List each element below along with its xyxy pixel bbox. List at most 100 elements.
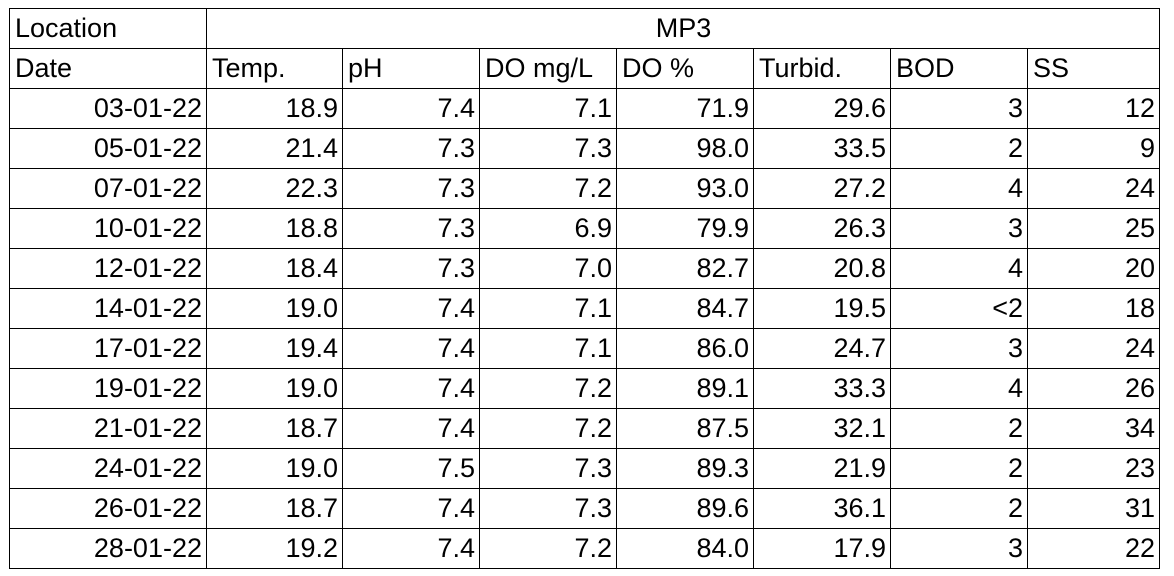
- table-row: 21-01-22 18.7 7.4 7.2 87.5 32.1 2 34: [9, 408, 1160, 449]
- table-row: 24-01-22 19.0 7.5 7.3 89.3 21.9 2 23: [9, 448, 1160, 489]
- ss-cell: 24: [1027, 328, 1160, 369]
- do-mgl-cell: 6.9: [479, 208, 617, 249]
- ph-cell: 7.4: [342, 368, 480, 409]
- do-mgl-cell: 7.2: [479, 408, 617, 449]
- do-mgl-cell: 7.2: [479, 368, 617, 409]
- header-do-percent: DO %: [616, 48, 754, 89]
- bod-cell: 3: [890, 208, 1028, 249]
- date-cell: 24-01-22: [9, 448, 207, 489]
- do-percent-cell: 79.9: [616, 208, 754, 249]
- date-cell: 28-01-22: [9, 528, 207, 569]
- date-cell: 12-01-22: [9, 248, 207, 289]
- do-percent-cell: 71.9: [616, 88, 754, 129]
- turbidity-cell: 33.5: [753, 128, 891, 169]
- ss-cell: 22: [1027, 528, 1160, 569]
- bod-cell: 2: [890, 408, 1028, 449]
- temp-cell: 18.8: [206, 208, 343, 249]
- turbidity-cell: 19.5: [753, 288, 891, 329]
- date-cell: 14-01-22: [9, 288, 207, 329]
- table-row: 17-01-22 19.4 7.4 7.1 86.0 24.7 3 24: [9, 328, 1160, 369]
- do-percent-cell: 86.0: [616, 328, 754, 369]
- bod-cell: <2: [890, 288, 1028, 329]
- ph-cell: 7.4: [342, 488, 480, 529]
- location-row: Location MP3: [9, 8, 1160, 49]
- turbidity-cell: 36.1: [753, 488, 891, 529]
- date-cell: 19-01-22: [9, 368, 207, 409]
- date-cell: 03-01-22: [9, 88, 207, 129]
- do-mgl-cell: 7.1: [479, 88, 617, 129]
- table-row: 19-01-22 19.0 7.4 7.2 89.1 33.3 4 26: [9, 368, 1160, 409]
- do-mgl-cell: 7.1: [479, 288, 617, 329]
- ss-cell: 31: [1027, 488, 1160, 529]
- do-mgl-cell: 7.2: [479, 168, 617, 209]
- do-percent-cell: 89.1: [616, 368, 754, 409]
- ph-cell: 7.4: [342, 408, 480, 449]
- turbidity-cell: 20.8: [753, 248, 891, 289]
- ss-cell: 34: [1027, 408, 1160, 449]
- table-row: 07-01-22 22.3 7.3 7.2 93.0 27.2 4 24: [9, 168, 1160, 209]
- ss-cell: 25: [1027, 208, 1160, 249]
- do-mgl-cell: 7.0: [479, 248, 617, 289]
- table-row: 26-01-22 18.7 7.4 7.3 89.6 36.1 2 31: [9, 488, 1160, 529]
- bod-cell: 4: [890, 248, 1028, 289]
- header-row: Date Temp. pH DO mg/L DO % Turbid. BOD S…: [9, 48, 1160, 89]
- header-do-mgl: DO mg/L: [479, 48, 617, 89]
- turbidity-cell: 32.1: [753, 408, 891, 449]
- turbidity-cell: 26.3: [753, 208, 891, 249]
- ss-cell: 9: [1027, 128, 1160, 169]
- do-percent-cell: 84.7: [616, 288, 754, 329]
- ss-cell: 23: [1027, 448, 1160, 489]
- temp-cell: 21.4: [206, 128, 343, 169]
- bod-cell: 4: [890, 368, 1028, 409]
- ph-cell: 7.5: [342, 448, 480, 489]
- ph-cell: 7.3: [342, 128, 480, 169]
- date-cell: 17-01-22: [9, 328, 207, 369]
- table-row: 10-01-22 18.8 7.3 6.9 79.9 26.3 3 25: [9, 208, 1160, 249]
- ss-cell: 20: [1027, 248, 1160, 289]
- do-mgl-cell: 7.3: [479, 488, 617, 529]
- date-cell: 26-01-22: [9, 488, 207, 529]
- table-row: 05-01-22 21.4 7.3 7.3 98.0 33.5 2 9: [9, 128, 1160, 169]
- header-bod: BOD: [890, 48, 1028, 89]
- do-percent-cell: 87.5: [616, 408, 754, 449]
- temp-cell: 22.3: [206, 168, 343, 209]
- do-mgl-cell: 7.2: [479, 528, 617, 569]
- table-row: 12-01-22 18.4 7.3 7.0 82.7 20.8 4 20: [9, 248, 1160, 289]
- date-cell: 07-01-22: [9, 168, 207, 209]
- temp-cell: 18.7: [206, 488, 343, 529]
- header-temp: Temp.: [206, 48, 343, 89]
- do-percent-cell: 82.7: [616, 248, 754, 289]
- do-percent-cell: 93.0: [616, 168, 754, 209]
- header-ph: pH: [342, 48, 480, 89]
- date-cell: 21-01-22: [9, 408, 207, 449]
- temp-cell: 19.0: [206, 288, 343, 329]
- temp-cell: 18.9: [206, 88, 343, 129]
- table-row: 14-01-22 19.0 7.4 7.1 84.7 19.5 <2 18: [9, 288, 1160, 329]
- do-percent-cell: 89.3: [616, 448, 754, 489]
- do-mgl-cell: 7.3: [479, 128, 617, 169]
- bod-cell: 2: [890, 488, 1028, 529]
- ss-cell: 12: [1027, 88, 1160, 129]
- turbidity-cell: 21.9: [753, 448, 891, 489]
- bod-cell: 3: [890, 328, 1028, 369]
- turbidity-cell: 27.2: [753, 168, 891, 209]
- header-ss: SS: [1027, 48, 1160, 89]
- ph-cell: 7.4: [342, 88, 480, 129]
- temp-cell: 19.4: [206, 328, 343, 369]
- turbidity-cell: 17.9: [753, 528, 891, 569]
- do-mgl-cell: 7.3: [479, 448, 617, 489]
- bod-cell: 3: [890, 88, 1028, 129]
- ss-cell: 26: [1027, 368, 1160, 409]
- bod-cell: 2: [890, 448, 1028, 489]
- bod-cell: 4: [890, 168, 1028, 209]
- ph-cell: 7.3: [342, 208, 480, 249]
- ss-cell: 24: [1027, 168, 1160, 209]
- do-percent-cell: 89.6: [616, 488, 754, 529]
- table-row: 03-01-22 18.9 7.4 7.1 71.9 29.6 3 12: [9, 88, 1160, 129]
- ss-cell: 18: [1027, 288, 1160, 329]
- turbidity-cell: 24.7: [753, 328, 891, 369]
- do-mgl-cell: 7.1: [479, 328, 617, 369]
- water-quality-table: Location MP3 Date Temp. pH DO mg/L DO % …: [9, 8, 1160, 569]
- ph-cell: 7.4: [342, 328, 480, 369]
- date-cell: 10-01-22: [9, 208, 207, 249]
